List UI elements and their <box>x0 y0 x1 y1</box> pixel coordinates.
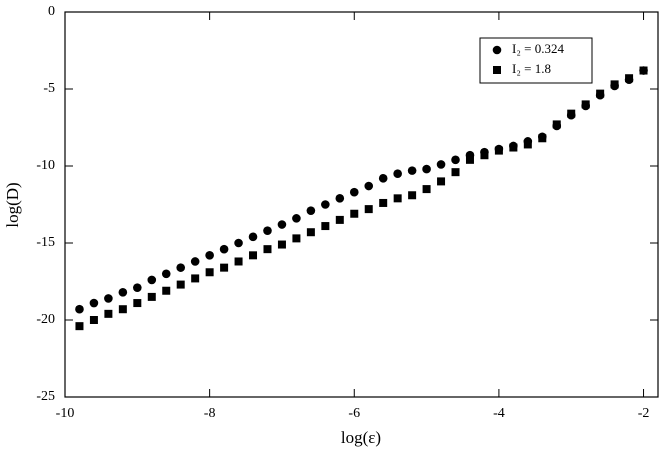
square-marker <box>625 74 634 83</box>
legend-label: I₂ = 1.8 <box>512 61 551 76</box>
square-marker <box>335 215 344 224</box>
circle-marker <box>234 238 243 248</box>
legend-box <box>479 37 593 84</box>
circle-marker <box>393 169 402 178</box>
circle-marker <box>75 304 84 314</box>
square-marker <box>75 322 84 331</box>
square-marker <box>89 316 98 324</box>
square-marker <box>147 292 156 301</box>
square-marker <box>234 257 243 266</box>
square-marker <box>306 228 315 237</box>
square-marker <box>263 245 272 254</box>
square-marker <box>451 168 460 177</box>
square-marker <box>191 274 200 283</box>
square-marker <box>493 66 501 74</box>
circle-marker <box>335 194 345 203</box>
square-marker <box>480 151 489 160</box>
circle-marker <box>422 164 431 174</box>
circle-marker <box>190 257 200 266</box>
circle-marker <box>248 232 258 242</box>
square-marker <box>581 100 590 109</box>
square-marker <box>567 109 576 118</box>
circle-marker <box>436 160 446 169</box>
plot-frame <box>64 11 659 398</box>
circle-marker <box>292 214 301 223</box>
circle-marker <box>349 187 359 197</box>
circle-marker <box>133 283 142 292</box>
x-tick-label: -6 <box>348 406 360 421</box>
circle-marker <box>176 263 186 272</box>
x-tick-label: -2 <box>638 406 650 421</box>
square-marker <box>393 194 402 203</box>
square-marker <box>538 134 547 143</box>
circle-marker <box>219 244 229 254</box>
circle-marker <box>104 294 113 303</box>
circle-marker <box>492 45 502 55</box>
y-tick-label: -15 <box>36 235 55 250</box>
circle-marker <box>306 206 316 215</box>
y-tick-label: -10 <box>36 158 55 173</box>
circle-marker <box>205 251 214 260</box>
square-marker <box>465 155 474 164</box>
square-marker <box>509 143 518 152</box>
x-tick-label: -8 <box>204 406 216 421</box>
square-marker <box>321 222 330 231</box>
square-marker <box>610 80 619 89</box>
circle-marker <box>321 200 330 209</box>
square-marker <box>205 268 214 277</box>
y-axis-label: log(D) <box>3 182 22 227</box>
circle-marker <box>147 275 157 285</box>
circle-marker <box>407 166 417 175</box>
square-marker <box>104 309 113 318</box>
square-marker <box>350 209 359 218</box>
x-tick-label: -10 <box>56 406 75 421</box>
circle-marker <box>161 269 171 279</box>
legend-label: I₂ = 0.324 <box>512 41 564 56</box>
y-tick-label: -5 <box>43 81 55 96</box>
square-marker <box>249 251 258 260</box>
square-marker <box>277 240 286 249</box>
square-marker <box>176 280 185 289</box>
circle-marker <box>364 181 374 191</box>
square-marker <box>162 286 171 295</box>
square-marker <box>220 263 229 272</box>
x-tick-label: -4 <box>493 406 505 421</box>
circle-marker <box>451 155 460 165</box>
square-marker <box>422 185 431 194</box>
square-marker <box>118 305 127 314</box>
x-axis-label: log(ε) <box>341 428 381 447</box>
square-marker <box>523 140 532 149</box>
square-marker <box>133 299 142 308</box>
y-tick-label: 0 <box>48 4 55 19</box>
circle-marker <box>263 226 272 235</box>
circle-marker <box>277 220 287 229</box>
square-marker <box>364 205 373 214</box>
y-tick-label: -20 <box>36 312 55 327</box>
square-marker <box>494 146 503 155</box>
circle-marker <box>89 298 99 308</box>
y-tick-label: -25 <box>36 389 55 404</box>
square-marker <box>379 198 388 207</box>
square-marker <box>408 191 417 200</box>
square-marker <box>437 177 446 186</box>
circle-marker <box>378 174 388 183</box>
square-marker <box>552 120 561 129</box>
square-marker <box>639 66 648 75</box>
square-marker <box>292 234 301 243</box>
circle-marker <box>118 287 128 297</box>
square-marker <box>596 89 605 98</box>
